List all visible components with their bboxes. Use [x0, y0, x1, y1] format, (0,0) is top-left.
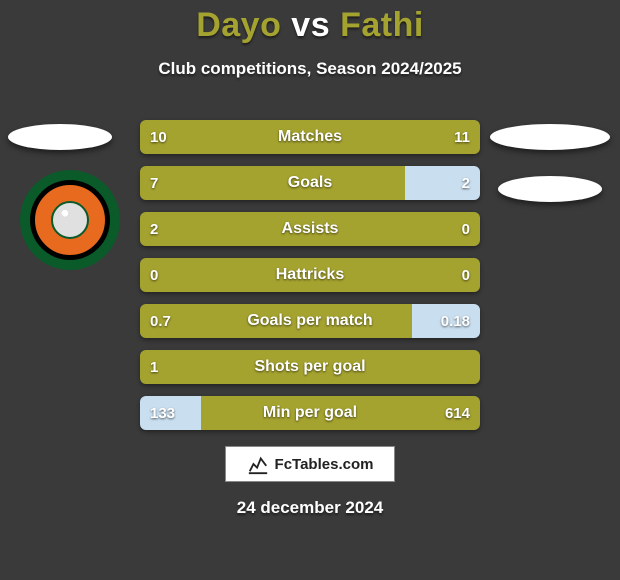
- stat-bar-right: [310, 258, 480, 292]
- stat-bar-left: [140, 120, 303, 154]
- stat-row: Matches1011: [140, 120, 480, 154]
- player1-photo-slot: [8, 124, 112, 150]
- player1-club-badge: [20, 170, 120, 270]
- badge-ball-icon: [51, 201, 90, 240]
- stat-bar-left: [140, 304, 412, 338]
- brand-text: FcTables.com: [275, 456, 374, 473]
- stat-bar-left: [140, 258, 310, 292]
- player2-photo-slot: [490, 124, 610, 150]
- date-text: 24 december 2024: [0, 498, 620, 518]
- stat-bar-right: [303, 120, 480, 154]
- comparison-bars: Matches1011 Goals72 Assists20 Hattricks00 Go…: [140, 120, 480, 442]
- stat-row: Min per goal133614: [140, 396, 480, 430]
- stat-row: Shots per goal1: [140, 350, 480, 384]
- stat-row: Goals72: [140, 166, 480, 200]
- page-title: Dayo vs Fathi: [0, 0, 620, 45]
- player2-name: Fathi: [340, 6, 424, 44]
- badge-outer-ring: [20, 170, 120, 270]
- badge-mid-ring: [30, 180, 110, 260]
- stat-bar-right: [405, 166, 480, 200]
- stat-row: Goals per match0.70.18: [140, 304, 480, 338]
- comparison-card: Dayo vs Fathi Club competitions, Season …: [0, 0, 620, 580]
- stat-bar-left: [140, 166, 405, 200]
- fctables-brand: FcTables.com: [225, 446, 395, 482]
- player1-name: Dayo: [196, 6, 281, 44]
- stat-bar-left: [140, 350, 480, 384]
- player2-team-slot: [498, 176, 602, 202]
- stat-row: Assists20: [140, 212, 480, 246]
- vs-text: vs: [291, 6, 330, 44]
- stat-bar-left: [140, 396, 201, 430]
- chart-icon: [247, 453, 269, 475]
- stat-bar-right: [201, 396, 480, 430]
- stat-row: Hattricks00: [140, 258, 480, 292]
- stat-bar-left: [140, 212, 480, 246]
- stat-bar-right: [412, 304, 480, 338]
- subtitle: Club competitions, Season 2024/2025: [0, 59, 620, 79]
